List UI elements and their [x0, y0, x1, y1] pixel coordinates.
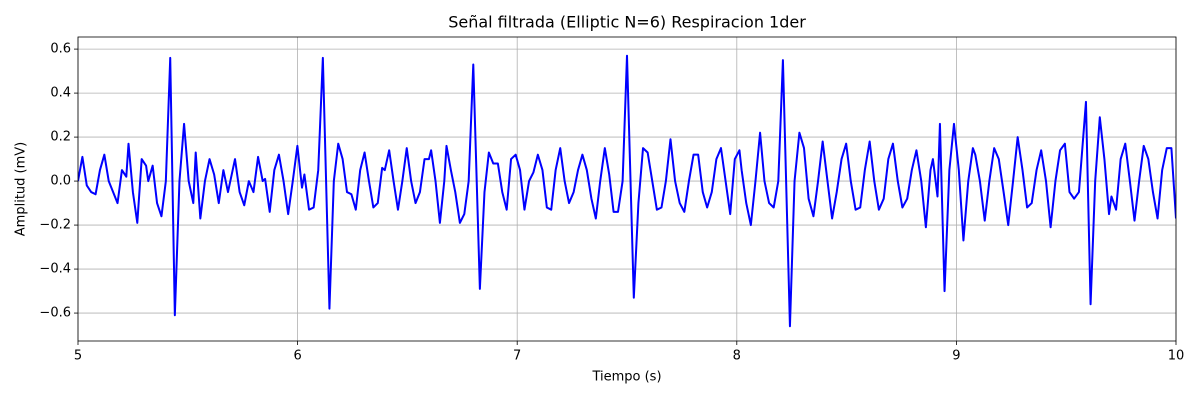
y-axis-label: Amplitud (mV): [14, 142, 29, 236]
signal-line: [78, 54, 1176, 328]
y-tick-label: −0.4: [39, 262, 71, 277]
x-axis-label: Tiempo (s): [591, 370, 661, 385]
x-tick-label: 9: [952, 349, 960, 364]
y-tick-label: 0.4: [50, 86, 71, 101]
y-tick-label: −0.2: [39, 218, 71, 233]
x-tick-label: 5: [74, 349, 82, 364]
plot-frame: [77, 36, 1177, 342]
x-tick-label: 10: [1168, 349, 1185, 364]
y-tick-label: 0.0: [50, 174, 71, 189]
y-tick-label: 0.2: [50, 130, 71, 145]
chart-title: Señal filtrada (Elliptic N=6) Respiracio…: [448, 13, 806, 32]
x-tick-label: 6: [293, 349, 301, 364]
y-tick-label: −0.6: [39, 306, 71, 321]
x-tick-label: 8: [733, 349, 741, 364]
x-tick-label: 7: [513, 349, 521, 364]
y-tick-label: 0.6: [50, 42, 71, 57]
